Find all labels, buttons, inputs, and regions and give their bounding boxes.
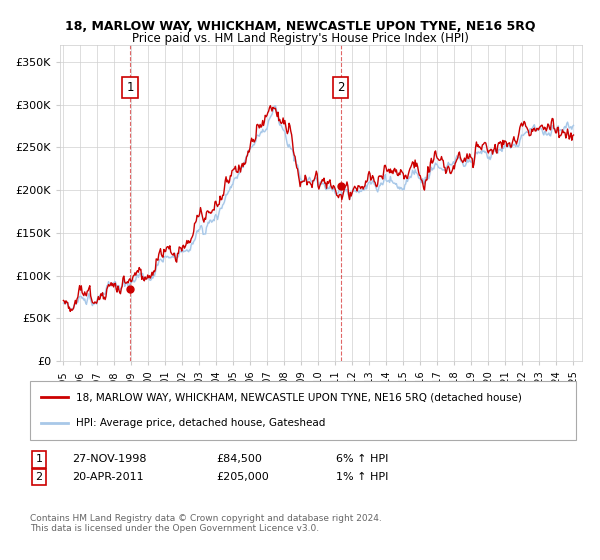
Text: 2: 2	[35, 472, 43, 482]
Text: 20-APR-2011: 20-APR-2011	[72, 472, 143, 482]
Text: Contains HM Land Registry data © Crown copyright and database right 2024.
This d: Contains HM Land Registry data © Crown c…	[30, 514, 382, 533]
Text: £84,500: £84,500	[216, 454, 262, 464]
Text: 6% ↑ HPI: 6% ↑ HPI	[336, 454, 388, 464]
Text: £205,000: £205,000	[216, 472, 269, 482]
FancyBboxPatch shape	[30, 381, 576, 440]
Text: 2: 2	[337, 81, 344, 94]
Text: 1: 1	[35, 454, 43, 464]
Text: 18, MARLOW WAY, WHICKHAM, NEWCASTLE UPON TYNE, NE16 5RQ: 18, MARLOW WAY, WHICKHAM, NEWCASTLE UPON…	[65, 20, 535, 32]
Text: 1% ↑ HPI: 1% ↑ HPI	[336, 472, 388, 482]
Text: 18, MARLOW WAY, WHICKHAM, NEWCASTLE UPON TYNE, NE16 5RQ (detached house): 18, MARLOW WAY, WHICKHAM, NEWCASTLE UPON…	[76, 392, 522, 402]
Text: 27-NOV-1998: 27-NOV-1998	[72, 454, 146, 464]
Text: 1: 1	[127, 81, 134, 94]
Text: HPI: Average price, detached house, Gateshead: HPI: Average price, detached house, Gate…	[76, 418, 326, 428]
Text: Price paid vs. HM Land Registry's House Price Index (HPI): Price paid vs. HM Land Registry's House …	[131, 32, 469, 45]
